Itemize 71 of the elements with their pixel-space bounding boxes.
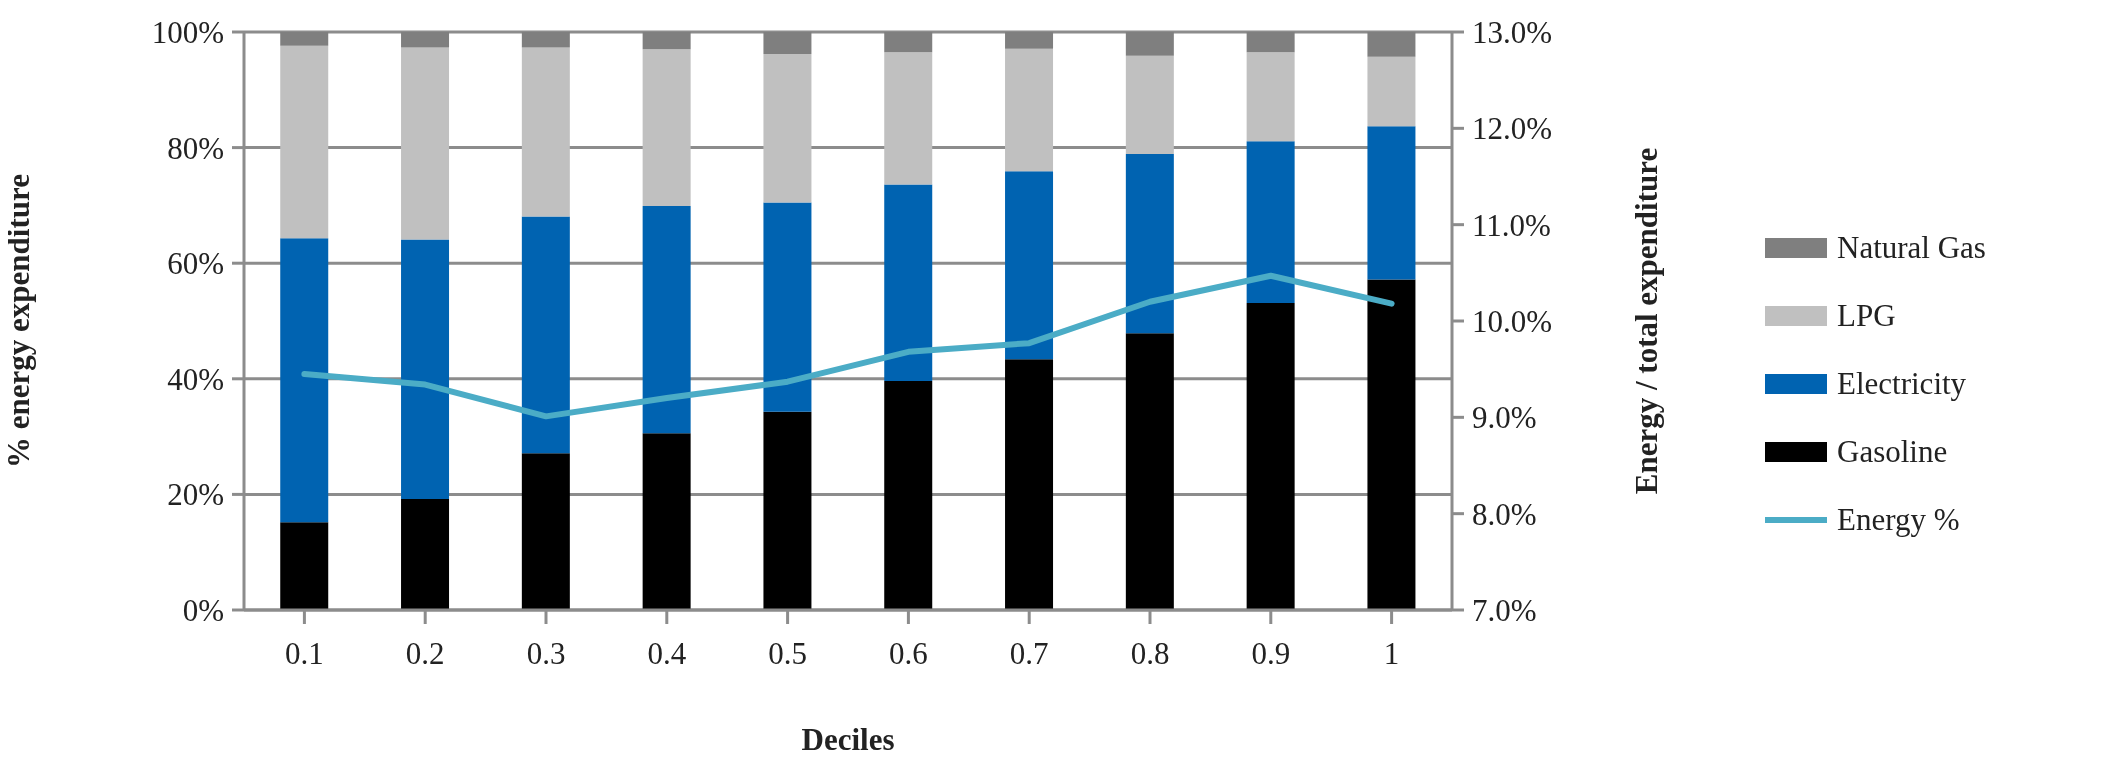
y-axis-title: % energy expenditure bbox=[1, 174, 37, 468]
bar bbox=[884, 32, 933, 53]
bar bbox=[521, 47, 570, 217]
bar bbox=[1005, 359, 1054, 610]
bar bbox=[1367, 32, 1416, 57]
bar bbox=[1367, 126, 1416, 280]
bar bbox=[1005, 48, 1054, 172]
bar bbox=[763, 411, 812, 610]
bar bbox=[401, 47, 450, 240]
bar bbox=[1246, 303, 1295, 610]
y-tick-label: 40% bbox=[167, 361, 224, 397]
bar bbox=[1246, 52, 1295, 142]
bar bbox=[1246, 141, 1295, 304]
bar bbox=[763, 202, 812, 412]
legend-label: Electricity bbox=[1837, 366, 1967, 402]
legend-label: Natural Gas bbox=[1837, 230, 1986, 266]
x-tick-label: 0.6 bbox=[889, 636, 928, 672]
bar bbox=[763, 53, 812, 203]
y2-tick-label: 9.0% bbox=[1472, 400, 1537, 436]
bar bbox=[280, 32, 329, 46]
x-tick-label: 0.8 bbox=[1130, 636, 1170, 672]
bar bbox=[280, 45, 329, 239]
bar bbox=[642, 433, 691, 610]
y-tick-label: 20% bbox=[167, 477, 224, 513]
bar bbox=[884, 381, 933, 610]
y-tick-label: 60% bbox=[167, 246, 224, 282]
legend-label: Energy % bbox=[1837, 502, 1960, 538]
bar bbox=[884, 52, 933, 185]
x-tick-label: 1 bbox=[1383, 636, 1400, 672]
bar bbox=[521, 453, 570, 610]
bar bbox=[401, 499, 450, 610]
x-tick-label: 0.1 bbox=[285, 636, 324, 672]
y2-tick-label: 10.0% bbox=[1472, 304, 1553, 340]
x-tick-label: 0.9 bbox=[1251, 636, 1291, 672]
bar bbox=[763, 32, 812, 54]
bar bbox=[1125, 153, 1174, 334]
y2-tick-label: 11.0% bbox=[1472, 207, 1551, 243]
bar bbox=[280, 238, 329, 523]
bar bbox=[642, 32, 691, 50]
y2-axis-title: Energy / total expenditure bbox=[1629, 147, 1665, 495]
x-tick-label: 0.7 bbox=[1009, 636, 1049, 672]
y2-tick-label: 8.0% bbox=[1472, 496, 1537, 532]
bar bbox=[1367, 56, 1416, 127]
legend-label: Gasoline bbox=[1837, 434, 1948, 470]
y-tick-label: 0% bbox=[182, 593, 224, 629]
bar bbox=[280, 522, 329, 610]
bar bbox=[1005, 171, 1054, 360]
bar bbox=[642, 49, 691, 206]
y-tick-label: 80% bbox=[167, 130, 224, 166]
x-axis-title: Deciles bbox=[801, 722, 895, 757]
x-tick-label: 0.4 bbox=[647, 636, 687, 672]
y2-tick-label: 12.0% bbox=[1472, 111, 1553, 147]
bar bbox=[642, 205, 691, 434]
bar bbox=[884, 184, 933, 382]
bar bbox=[401, 32, 450, 48]
x-tick-label: 0.5 bbox=[768, 636, 807, 672]
bar bbox=[401, 239, 450, 500]
bar bbox=[521, 32, 570, 48]
bar bbox=[1367, 279, 1416, 610]
y2-tick-label: 13.0% bbox=[1472, 15, 1553, 51]
legend-label: LPG bbox=[1837, 298, 1896, 334]
bar bbox=[521, 216, 570, 454]
y-tick-label: 100% bbox=[151, 15, 224, 51]
bar bbox=[1246, 32, 1295, 53]
x-tick-label: 0.3 bbox=[526, 636, 566, 672]
bar bbox=[1125, 333, 1174, 610]
bar bbox=[1125, 55, 1174, 154]
x-tick-label: 0.2 bbox=[405, 636, 445, 672]
y2-tick-label: 7.0% bbox=[1472, 593, 1537, 629]
bar bbox=[1125, 32, 1174, 56]
bar bbox=[1005, 32, 1054, 49]
